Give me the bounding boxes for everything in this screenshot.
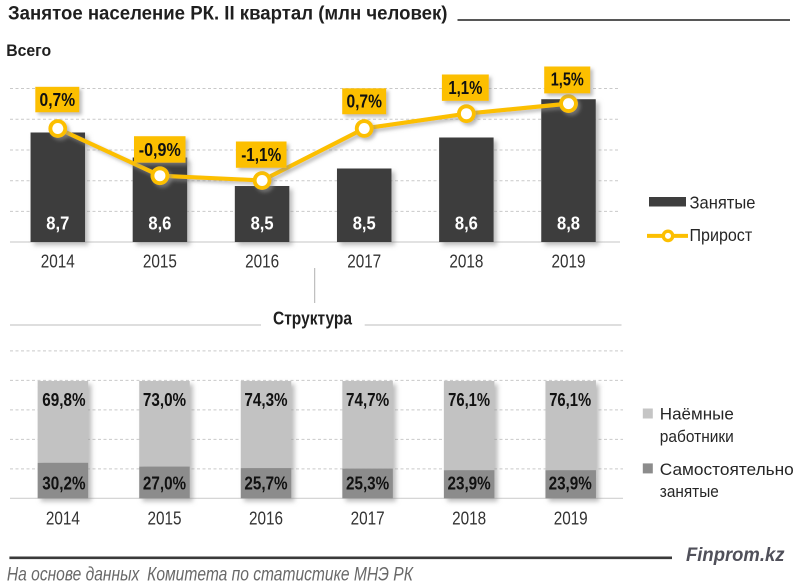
- svg-text:8,7: 8,7: [46, 214, 69, 234]
- svg-text:1,5%: 1,5%: [551, 70, 584, 90]
- svg-text:2017: 2017: [351, 509, 385, 529]
- svg-text:2017: 2017: [347, 252, 381, 272]
- svg-text:8,8: 8,8: [557, 214, 580, 234]
- svg-text:2018: 2018: [452, 509, 486, 529]
- svg-text:23,9%: 23,9%: [448, 473, 491, 493]
- svg-text:работники: работники: [660, 427, 734, 446]
- svg-text:76,1%: 76,1%: [549, 390, 591, 410]
- svg-text:Finprom.kz: Finprom.kz: [686, 544, 785, 566]
- svg-text:2016: 2016: [245, 252, 279, 272]
- svg-text:25,3%: 25,3%: [346, 473, 389, 493]
- svg-text:8,5: 8,5: [251, 214, 274, 234]
- svg-text:На основе данных Комитета по с: На основе данных Комитета по статистике …: [7, 565, 414, 586]
- svg-text:73,0%: 73,0%: [143, 390, 186, 410]
- svg-text:2014: 2014: [46, 509, 80, 529]
- svg-text:Структура: Структура: [273, 309, 353, 329]
- svg-text:2014: 2014: [41, 252, 75, 272]
- svg-text:2015: 2015: [143, 252, 177, 272]
- svg-text:-1,1%: -1,1%: [241, 145, 281, 165]
- svg-text:69,8%: 69,8%: [42, 390, 85, 410]
- svg-text:76,1%: 76,1%: [448, 390, 490, 410]
- svg-text:-0,9%: -0,9%: [139, 140, 181, 160]
- svg-text:Всего: Всего: [6, 41, 51, 60]
- svg-text:занятые: занятые: [660, 482, 719, 501]
- svg-text:23,9%: 23,9%: [549, 473, 592, 493]
- svg-text:8,6: 8,6: [148, 214, 171, 234]
- svg-text:Прирост: Прирост: [690, 225, 753, 245]
- svg-text:2016: 2016: [249, 509, 283, 529]
- svg-text:1,1%: 1,1%: [448, 78, 482, 98]
- svg-text:8,5: 8,5: [353, 214, 376, 234]
- svg-text:2019: 2019: [552, 252, 586, 272]
- svg-text:Самостоятельно: Самостоятельно: [660, 460, 794, 479]
- svg-text:25,7%: 25,7%: [244, 473, 287, 493]
- svg-text:27,0%: 27,0%: [143, 473, 186, 493]
- svg-text:2018: 2018: [449, 252, 483, 272]
- svg-text:30,2%: 30,2%: [42, 473, 85, 493]
- svg-text:Занятые: Занятые: [690, 193, 756, 213]
- svg-text:0,7%: 0,7%: [40, 90, 76, 110]
- svg-text:Наёмные: Наёмные: [660, 405, 734, 424]
- svg-text:74,3%: 74,3%: [244, 390, 287, 410]
- svg-text:Занятое население РК. II кварт: Занятое население РК. II квартал (млн че…: [8, 3, 448, 24]
- svg-text:2015: 2015: [148, 509, 182, 529]
- svg-text:8,6: 8,6: [455, 214, 478, 234]
- svg-text:0,7%: 0,7%: [346, 92, 382, 112]
- svg-text:2019: 2019: [554, 509, 588, 529]
- svg-text:74,7%: 74,7%: [346, 390, 389, 410]
